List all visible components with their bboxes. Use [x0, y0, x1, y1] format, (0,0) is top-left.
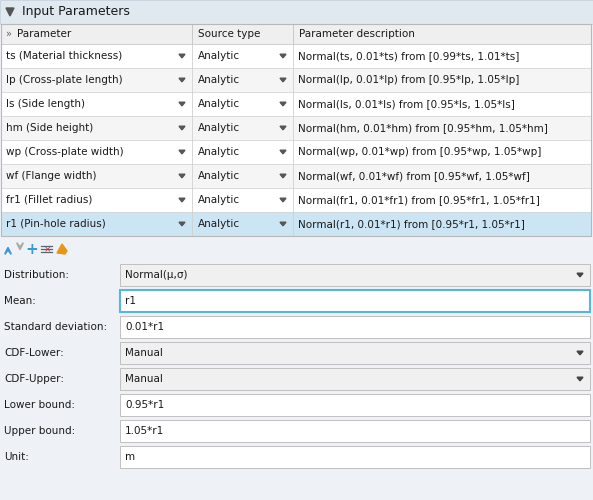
Polygon shape	[179, 198, 185, 202]
Text: 0.01*r1: 0.01*r1	[125, 322, 164, 332]
FancyBboxPatch shape	[1, 212, 591, 236]
Polygon shape	[179, 174, 185, 178]
Text: Analytic: Analytic	[198, 147, 240, 157]
Text: wf (Flange width): wf (Flange width)	[6, 171, 97, 181]
Text: Normal(lp, 0.01*lp) from [0.95*lp, 1.05*lp]: Normal(lp, 0.01*lp) from [0.95*lp, 1.05*…	[298, 75, 519, 85]
Text: Normal(r1, 0.01*r1) from [0.95*r1, 1.05*r1]: Normal(r1, 0.01*r1) from [0.95*r1, 1.05*…	[298, 219, 525, 229]
Text: Input Parameters: Input Parameters	[22, 6, 130, 18]
Text: Analytic: Analytic	[198, 99, 240, 109]
Text: Source type: Source type	[198, 29, 260, 39]
Polygon shape	[179, 222, 185, 226]
Text: wp (Cross-plate width): wp (Cross-plate width)	[6, 147, 123, 157]
Text: CDF-Upper:: CDF-Upper:	[4, 374, 64, 384]
Polygon shape	[280, 54, 286, 58]
FancyBboxPatch shape	[120, 420, 590, 442]
Text: ×: ×	[44, 246, 52, 254]
Text: m: m	[125, 452, 135, 462]
Polygon shape	[280, 150, 286, 154]
Polygon shape	[280, 222, 286, 226]
Polygon shape	[280, 174, 286, 178]
Text: Analytic: Analytic	[198, 219, 240, 229]
Text: Analytic: Analytic	[198, 51, 240, 61]
Text: Analytic: Analytic	[198, 75, 240, 85]
FancyBboxPatch shape	[120, 342, 590, 364]
FancyBboxPatch shape	[1, 164, 591, 188]
Polygon shape	[179, 78, 185, 82]
FancyBboxPatch shape	[120, 394, 590, 416]
FancyBboxPatch shape	[0, 0, 593, 24]
Text: Analytic: Analytic	[198, 171, 240, 181]
Polygon shape	[179, 54, 185, 58]
Text: Analytic: Analytic	[198, 123, 240, 133]
Polygon shape	[577, 377, 583, 381]
Text: lp (Cross-plate length): lp (Cross-plate length)	[6, 75, 123, 85]
FancyBboxPatch shape	[120, 264, 590, 286]
Text: Manual: Manual	[125, 348, 163, 358]
Text: »: »	[5, 29, 11, 39]
Text: Upper bound:: Upper bound:	[4, 426, 75, 436]
Text: r1 (Pin-hole radius): r1 (Pin-hole radius)	[6, 219, 106, 229]
Text: +: +	[25, 242, 39, 256]
Text: hm (Side height): hm (Side height)	[6, 123, 93, 133]
Text: Normal(μ,σ): Normal(μ,σ)	[125, 270, 187, 280]
Text: Lower bound:: Lower bound:	[4, 400, 75, 410]
Polygon shape	[577, 351, 583, 355]
FancyBboxPatch shape	[1, 68, 591, 92]
Text: Unit:: Unit:	[4, 452, 29, 462]
Text: r1: r1	[125, 296, 136, 306]
FancyBboxPatch shape	[1, 92, 591, 116]
Text: Analytic: Analytic	[198, 195, 240, 205]
Text: Parameter: Parameter	[17, 29, 71, 39]
Text: ls (Side length): ls (Side length)	[6, 99, 85, 109]
Text: Mean:: Mean:	[4, 296, 36, 306]
Text: ts (Material thickness): ts (Material thickness)	[6, 51, 122, 61]
Text: Normal(hm, 0.01*hm) from [0.95*hm, 1.05*hm]: Normal(hm, 0.01*hm) from [0.95*hm, 1.05*…	[298, 123, 548, 133]
Text: Standard deviation:: Standard deviation:	[4, 322, 107, 332]
FancyBboxPatch shape	[120, 290, 590, 312]
Text: Normal(wf, 0.01*wf) from [0.95*wf, 1.05*wf]: Normal(wf, 0.01*wf) from [0.95*wf, 1.05*…	[298, 171, 530, 181]
Polygon shape	[57, 244, 67, 254]
Polygon shape	[280, 78, 286, 82]
Text: Manual: Manual	[125, 374, 163, 384]
Polygon shape	[280, 126, 286, 130]
Text: 1.05*r1: 1.05*r1	[125, 426, 164, 436]
Text: Normal(ts, 0.01*ts) from [0.99*ts, 1.01*ts]: Normal(ts, 0.01*ts) from [0.99*ts, 1.01*…	[298, 51, 519, 61]
Text: fr1 (Fillet radius): fr1 (Fillet radius)	[6, 195, 93, 205]
FancyBboxPatch shape	[1, 140, 591, 164]
Text: 0.95*r1: 0.95*r1	[125, 400, 164, 410]
Polygon shape	[179, 126, 185, 130]
Polygon shape	[6, 8, 14, 16]
Polygon shape	[179, 102, 185, 106]
Polygon shape	[280, 198, 286, 202]
FancyBboxPatch shape	[1, 24, 591, 44]
Text: Normal(fr1, 0.01*fr1) from [0.95*fr1, 1.05*fr1]: Normal(fr1, 0.01*fr1) from [0.95*fr1, 1.…	[298, 195, 540, 205]
Text: Normal(ls, 0.01*ls) from [0.95*ls, 1.05*ls]: Normal(ls, 0.01*ls) from [0.95*ls, 1.05*…	[298, 99, 515, 109]
Polygon shape	[280, 102, 286, 106]
Text: CDF-Lower:: CDF-Lower:	[4, 348, 64, 358]
Polygon shape	[179, 150, 185, 154]
FancyBboxPatch shape	[120, 446, 590, 468]
FancyBboxPatch shape	[1, 116, 591, 140]
Text: Normal(wp, 0.01*wp) from [0.95*wp, 1.05*wp]: Normal(wp, 0.01*wp) from [0.95*wp, 1.05*…	[298, 147, 541, 157]
FancyBboxPatch shape	[1, 44, 591, 68]
FancyBboxPatch shape	[120, 316, 590, 338]
FancyBboxPatch shape	[1, 188, 591, 212]
Text: Distribution:: Distribution:	[4, 270, 69, 280]
Polygon shape	[577, 273, 583, 277]
FancyBboxPatch shape	[120, 368, 590, 390]
Text: Parameter description: Parameter description	[299, 29, 415, 39]
